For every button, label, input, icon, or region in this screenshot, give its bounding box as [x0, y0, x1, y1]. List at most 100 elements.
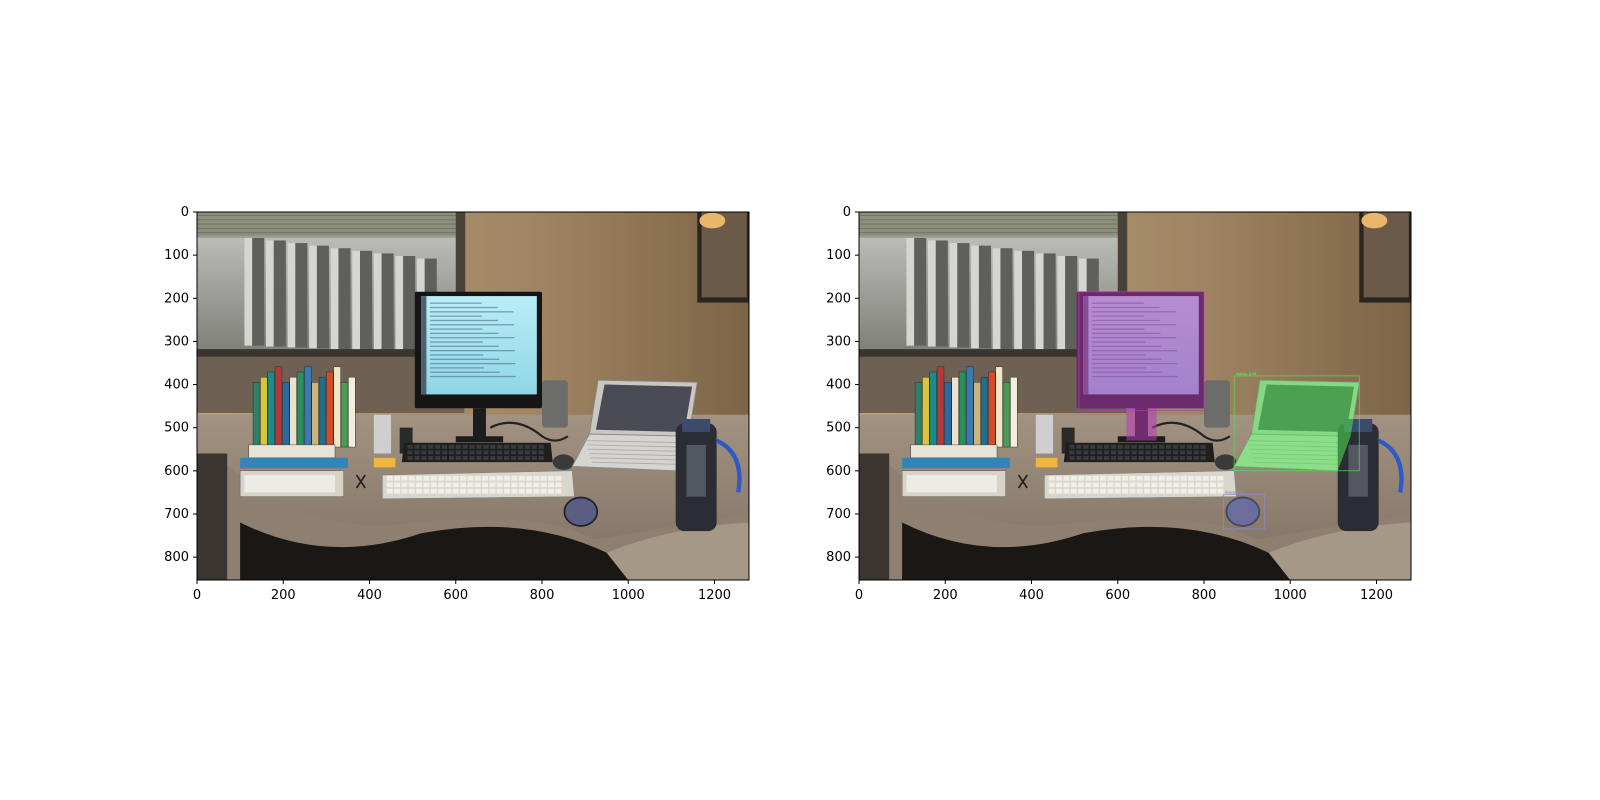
key — [1172, 456, 1179, 460]
key — [452, 488, 459, 494]
screen-text-line — [429, 332, 499, 335]
axes-frame — [858, 211, 1412, 581]
key — [538, 444, 544, 449]
key — [483, 456, 489, 460]
key — [1085, 482, 1092, 488]
screen-text-line — [429, 375, 516, 378]
key — [538, 450, 544, 455]
x-tick-label: 1000 — [612, 588, 645, 603]
building-gap — [935, 240, 948, 347]
key — [407, 444, 413, 449]
building-column — [287, 243, 296, 348]
key — [1210, 482, 1217, 488]
key — [416, 475, 423, 481]
window-sill — [197, 349, 465, 357]
book-cover — [906, 475, 997, 493]
book-spine — [326, 371, 334, 448]
key — [416, 488, 423, 494]
key — [540, 482, 547, 488]
y-tick-label: 600 — [826, 464, 851, 479]
key — [438, 482, 445, 488]
y-tick-label: 300 — [826, 334, 851, 349]
key — [497, 450, 503, 455]
key — [462, 450, 468, 455]
key — [428, 444, 434, 449]
key — [1152, 450, 1158, 455]
key — [1063, 475, 1070, 481]
key — [1056, 482, 1063, 488]
key — [474, 475, 481, 481]
key — [518, 475, 525, 481]
mouse — [1225, 496, 1261, 527]
key — [1117, 444, 1123, 449]
laptop-key-row — [591, 461, 676, 465]
book-spine — [936, 366, 945, 448]
under-desk — [902, 522, 1291, 580]
building-column — [992, 248, 1001, 350]
key — [421, 450, 427, 455]
key — [1110, 444, 1117, 449]
speaker-right — [1204, 380, 1230, 428]
bounding-box — [1222, 494, 1265, 530]
key — [1083, 456, 1089, 460]
laptop-screen — [595, 384, 693, 432]
key — [448, 444, 455, 449]
axis-ticks-original: 0 200 400 600 800 1000 1200 0 100 200 300 400 500 600… — [164, 205, 731, 603]
key — [1048, 475, 1055, 481]
key — [1180, 482, 1187, 488]
key — [423, 482, 430, 488]
key — [510, 450, 517, 455]
book-spine — [267, 371, 275, 448]
book-spine — [929, 371, 937, 448]
y-tick-label: 700 — [826, 507, 851, 522]
screen-text-line — [429, 371, 500, 373]
key — [1063, 482, 1070, 488]
key — [1076, 444, 1082, 449]
key — [1114, 475, 1121, 481]
key — [448, 450, 455, 455]
key — [467, 488, 474, 494]
key — [1200, 444, 1206, 449]
key — [1186, 456, 1192, 460]
key — [421, 456, 427, 460]
laptop-key-row — [590, 457, 677, 461]
laptop-base — [571, 433, 690, 472]
key — [1202, 482, 1209, 488]
y-tick-label: 400 — [826, 378, 851, 393]
key — [1217, 482, 1224, 488]
key — [1138, 456, 1144, 460]
key — [1056, 475, 1063, 481]
book-spine — [260, 376, 268, 448]
key — [401, 488, 408, 494]
key — [555, 488, 562, 494]
key — [1063, 488, 1070, 494]
key — [548, 482, 555, 488]
key — [1131, 444, 1137, 449]
building-column — [244, 237, 253, 346]
detection-laptop: laptop: 0.98 — [1233, 372, 1360, 472]
laptop-key-row — [587, 448, 680, 452]
book-spine — [340, 382, 349, 448]
building-gap — [1043, 253, 1056, 351]
screen-text-line — [429, 311, 514, 313]
key — [538, 456, 544, 460]
key — [548, 475, 555, 481]
building-gap — [295, 243, 308, 348]
screen-text-line — [429, 306, 498, 309]
book-spine — [274, 366, 283, 448]
key — [504, 444, 510, 449]
bottle-strap — [715, 438, 742, 493]
key — [1145, 456, 1151, 460]
key — [1129, 488, 1136, 494]
key — [455, 456, 461, 460]
key — [1092, 482, 1099, 488]
key — [1159, 450, 1165, 455]
key — [497, 444, 503, 449]
lamp-glow — [1361, 212, 1388, 229]
key — [1124, 456, 1130, 460]
key — [1048, 482, 1055, 488]
mask-mouse — [1225, 496, 1261, 527]
screen-text-line — [429, 337, 515, 339]
desk-extension — [606, 522, 749, 580]
key — [1166, 450, 1172, 455]
